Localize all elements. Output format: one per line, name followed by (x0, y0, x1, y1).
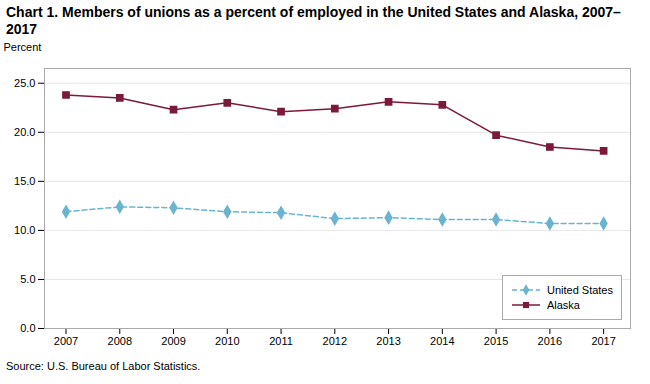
svg-text:2016: 2016 (538, 335, 562, 347)
html-text:Alaska: Alaska (547, 299, 580, 311)
svg-text:0.0: 0.0 (20, 322, 35, 334)
svg-text:2010: 2010 (215, 335, 239, 347)
svg-text:2012: 2012 (323, 335, 347, 347)
svg-text:2011: 2011 (269, 335, 293, 347)
svg-text:10.0: 10.0 (14, 224, 35, 236)
svg-text:2014: 2014 (430, 335, 454, 347)
svg-text:Percent: Percent (4, 41, 42, 53)
svg-text:2015: 2015 (484, 335, 508, 347)
html-text:Source: U.S. Bureau of Labor S: Source: U.S. Bureau of Labor Statistics. (6, 360, 201, 372)
svg-text:2009: 2009 (161, 335, 185, 347)
svg-text:2017: 2017 (591, 335, 615, 347)
svg-text:2007: 2007 (54, 335, 78, 347)
svg-text:2013: 2013 (376, 335, 400, 347)
svg-text:20.0: 20.0 (14, 126, 35, 138)
svg-text:5.0: 5.0 (20, 273, 35, 285)
svg-text:2008: 2008 (108, 335, 132, 347)
svg-text:15.0: 15.0 (14, 175, 35, 187)
svg-text:25.0: 25.0 (14, 77, 35, 89)
html-text:United States: United States (547, 284, 613, 296)
html-text:Chart 1. Members of unions as: Chart 1. Members of unions as a percent … (6, 4, 621, 37)
